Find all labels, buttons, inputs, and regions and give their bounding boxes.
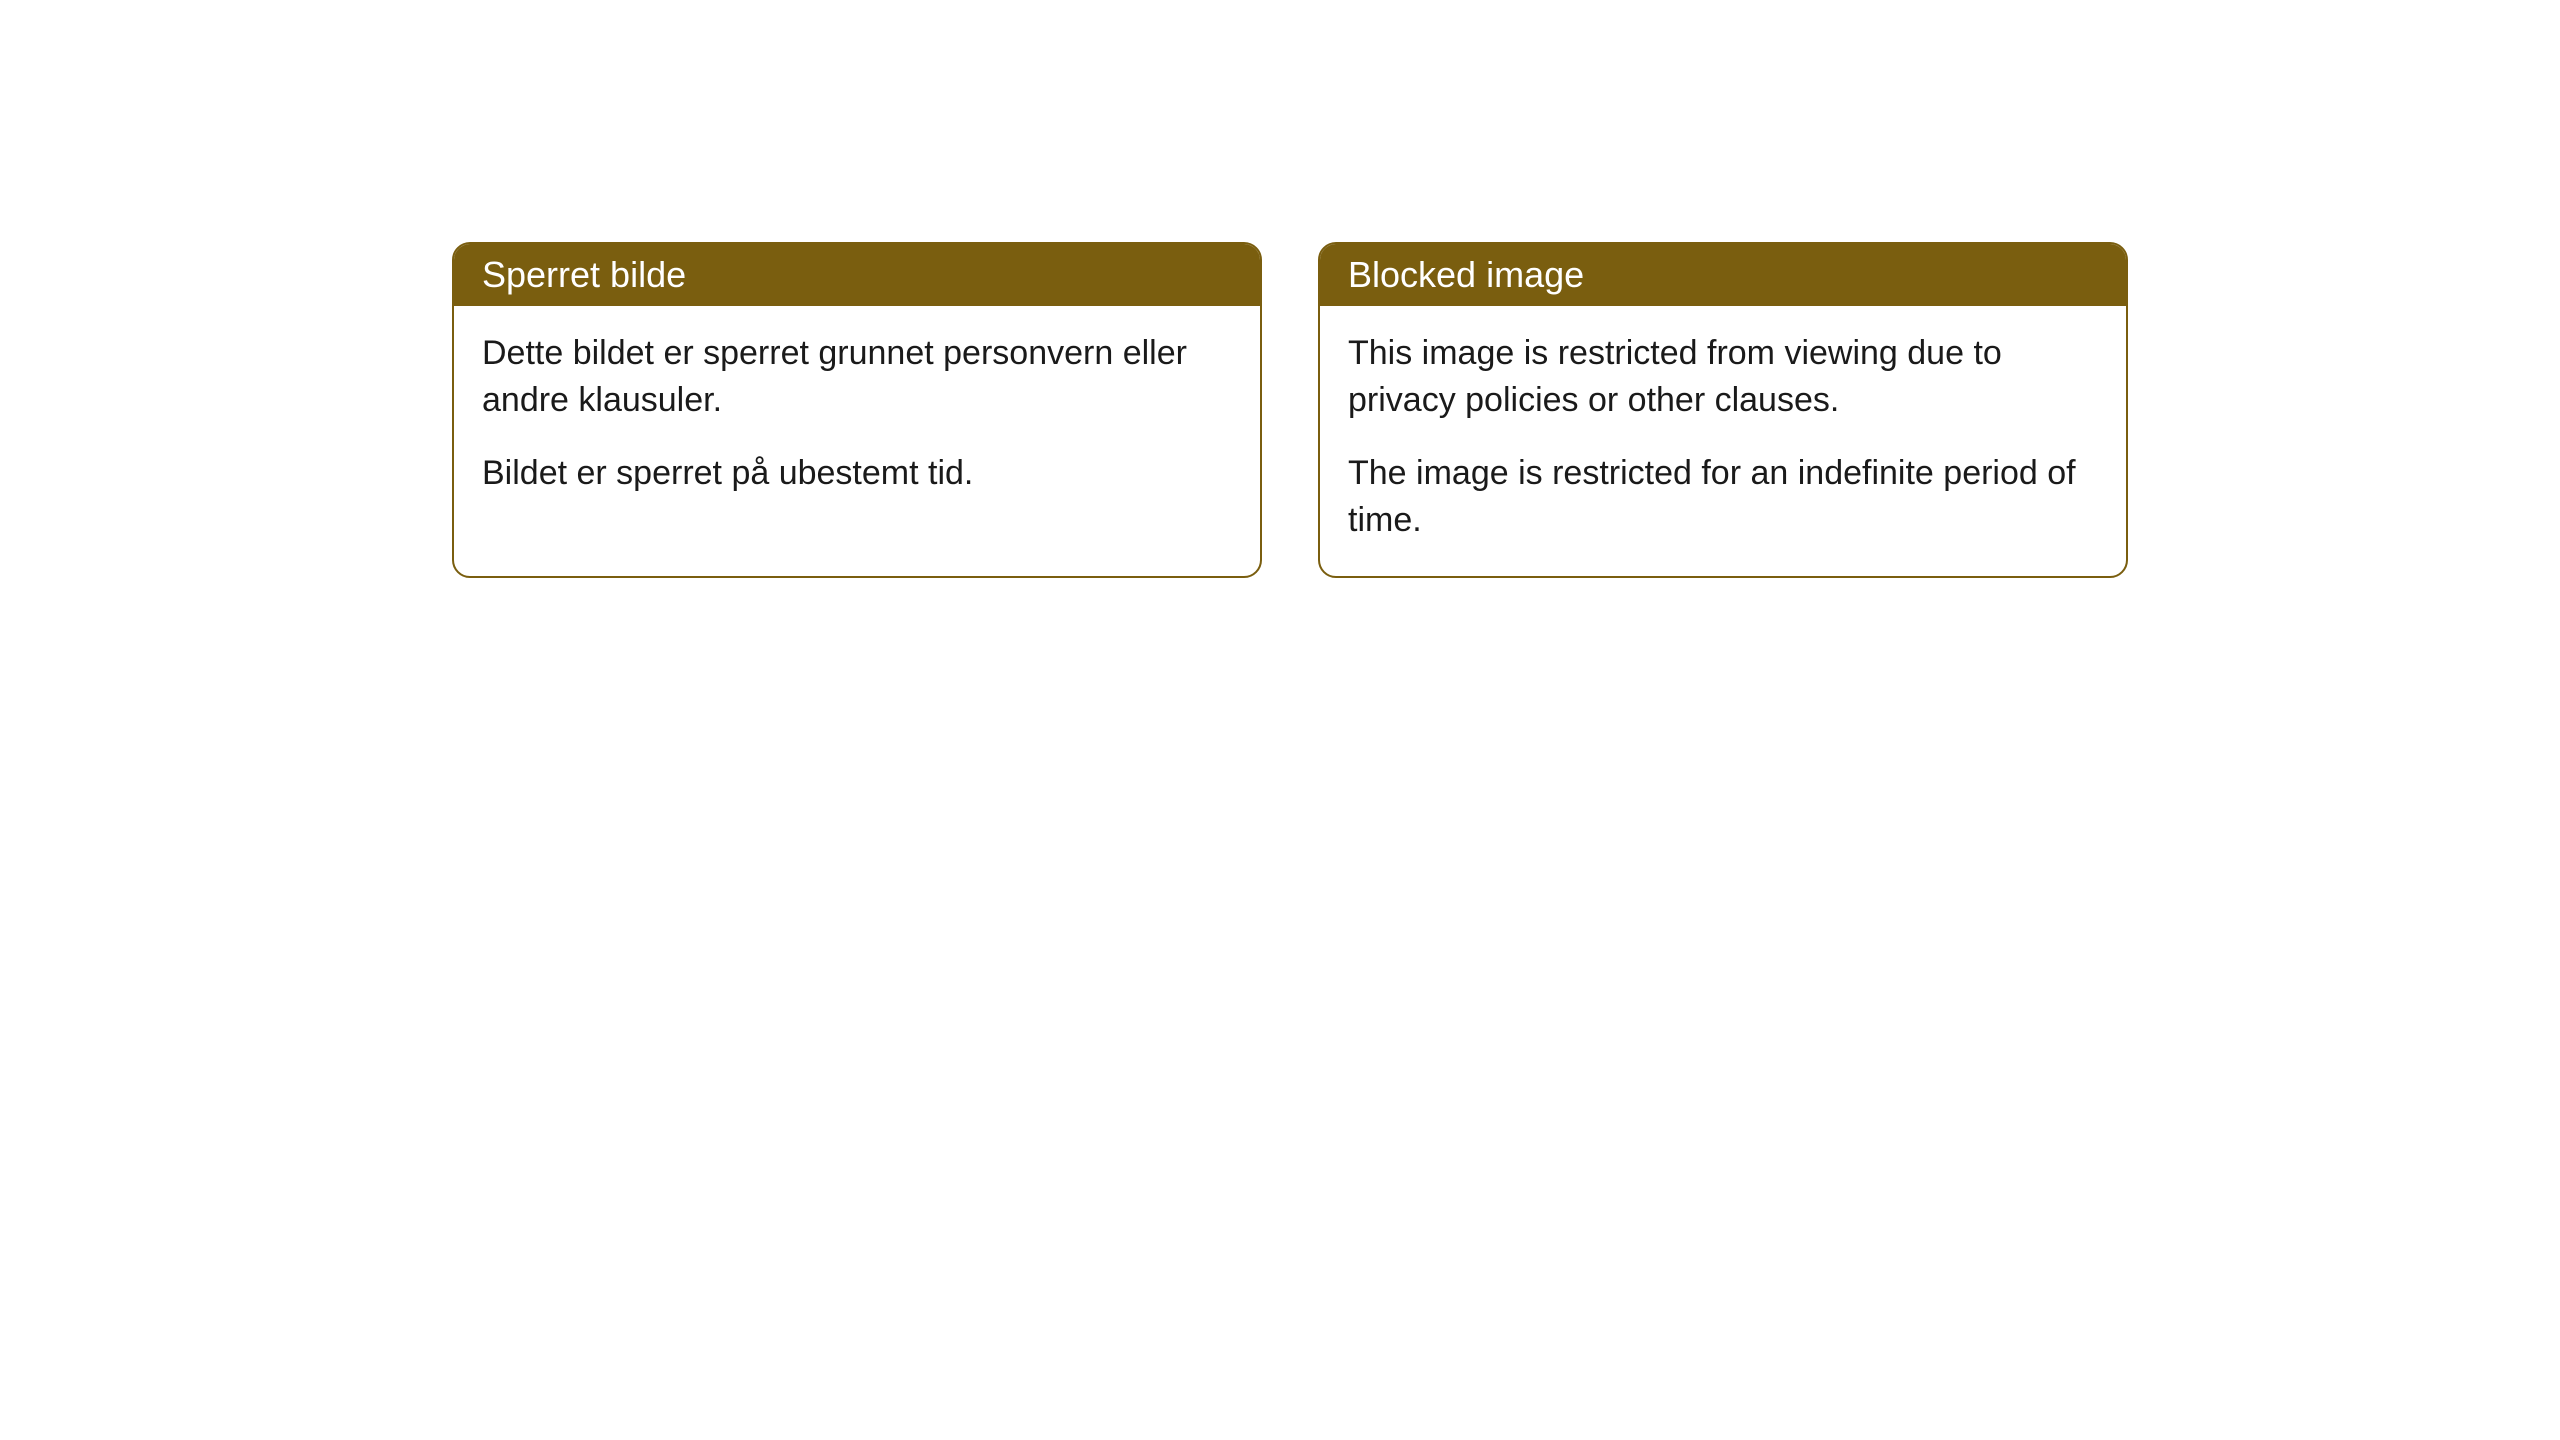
card-header: Blocked image <box>1320 244 2126 306</box>
card-paragraph-1: Dette bildet er sperret grunnet personve… <box>482 330 1232 424</box>
card-body: This image is restricted from viewing du… <box>1320 306 2126 576</box>
card-title: Sperret bilde <box>482 254 686 295</box>
notice-container: Sperret bilde Dette bildet er sperret gr… <box>0 0 2560 578</box>
card-paragraph-2: Bildet er sperret på ubestemt tid. <box>482 450 1232 497</box>
card-paragraph-1: This image is restricted from viewing du… <box>1348 330 2098 424</box>
blocked-image-card-english: Blocked image This image is restricted f… <box>1318 242 2128 578</box>
blocked-image-card-norwegian: Sperret bilde Dette bildet er sperret gr… <box>452 242 1262 578</box>
card-header: Sperret bilde <box>454 244 1260 306</box>
card-paragraph-2: The image is restricted for an indefinit… <box>1348 450 2098 544</box>
card-body: Dette bildet er sperret grunnet personve… <box>454 306 1260 529</box>
card-title: Blocked image <box>1348 254 1584 295</box>
